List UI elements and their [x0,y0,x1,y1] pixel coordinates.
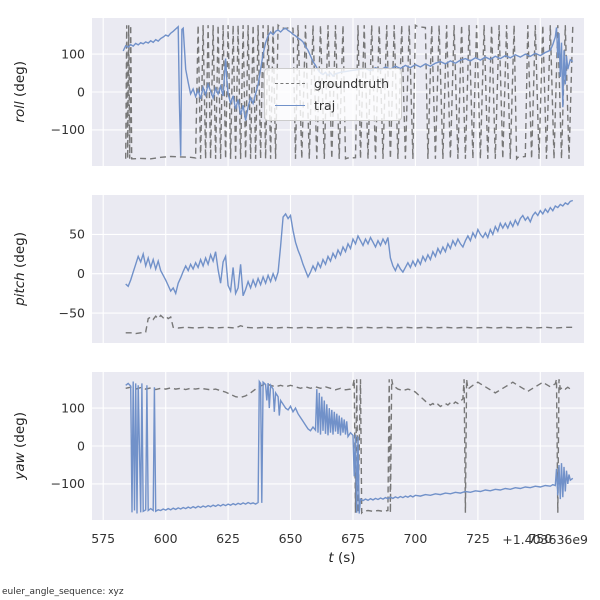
chart-row-roll: roll (deg) 100 0 −100 groundtruth traj [4,12,594,172]
x-axis-label: t (s) [328,550,356,566]
x-axis-offset-label: +1.403636e9 [502,532,588,547]
chart-row-pitch: pitch (deg) 50 0 −50 [4,189,594,349]
pitch-plot-svg: 50 0 −50 [59,195,584,343]
traj-line-sample-icon [275,105,305,106]
svg-text:0: 0 [77,266,85,281]
chart-row-yaw: yaw (deg) 100 0 −100 [4,366,594,526]
ylabel-col-pitch: pitch (deg) [4,189,36,349]
yaw-plot-svg: 100 0 −100 [51,372,584,520]
svg-text:675: 675 [341,531,365,546]
svg-text:725: 725 [466,531,490,546]
x-axis-label-row: t (s) +1.403636e9 [4,532,598,570]
svg-text:575: 575 [91,531,115,546]
x-axis-tick-spacer [4,528,36,548]
pitch-plot: 50 0 −50 [36,189,594,349]
ylabel-col-yaw: yaw (deg) [4,366,36,526]
pitch-axis-label: pitch (deg) [12,232,28,306]
svg-text:750: 750 [528,531,552,546]
legend-item-traj: traj [275,98,389,113]
svg-text:−100: −100 [51,122,85,137]
ylabel-col-roll: roll (deg) [4,12,36,172]
svg-text:700: 700 [403,531,427,546]
legend-label-traj: traj [314,98,336,113]
legend: groundtruth traj [264,68,403,121]
legend-item-groundtruth: groundtruth [275,76,389,91]
groundtruth-line-sample-icon [275,83,305,84]
roll-plot: 100 0 −100 groundtruth traj [36,12,594,172]
svg-text:0: 0 [77,438,85,453]
x-axis-ticks: 575 600 625 650 675 700 725 750 [91,531,552,546]
svg-text:600: 600 [154,531,178,546]
svg-text:0: 0 [77,84,85,99]
legend-label-groundtruth: groundtruth [314,76,390,91]
x-axis-tick-row: 575 600 625 650 675 700 725 750 [4,528,594,548]
svg-text:100: 100 [61,400,85,415]
roll-axis-label: roll (deg) [12,61,28,123]
svg-text:50: 50 [69,227,85,242]
svg-text:625: 625 [216,531,240,546]
svg-text:100: 100 [61,46,85,61]
footer-note: euler_angle_sequence: xyz [2,587,124,597]
yaw-plot: 100 0 −100 [36,366,594,526]
svg-text:650: 650 [279,531,303,546]
roll-plot-svg: 100 0 −100 [51,18,584,166]
svg-text:−100: −100 [51,476,85,491]
yaw-axis-label: yaw (deg) [12,412,28,480]
svg-text:−50: −50 [59,305,85,320]
